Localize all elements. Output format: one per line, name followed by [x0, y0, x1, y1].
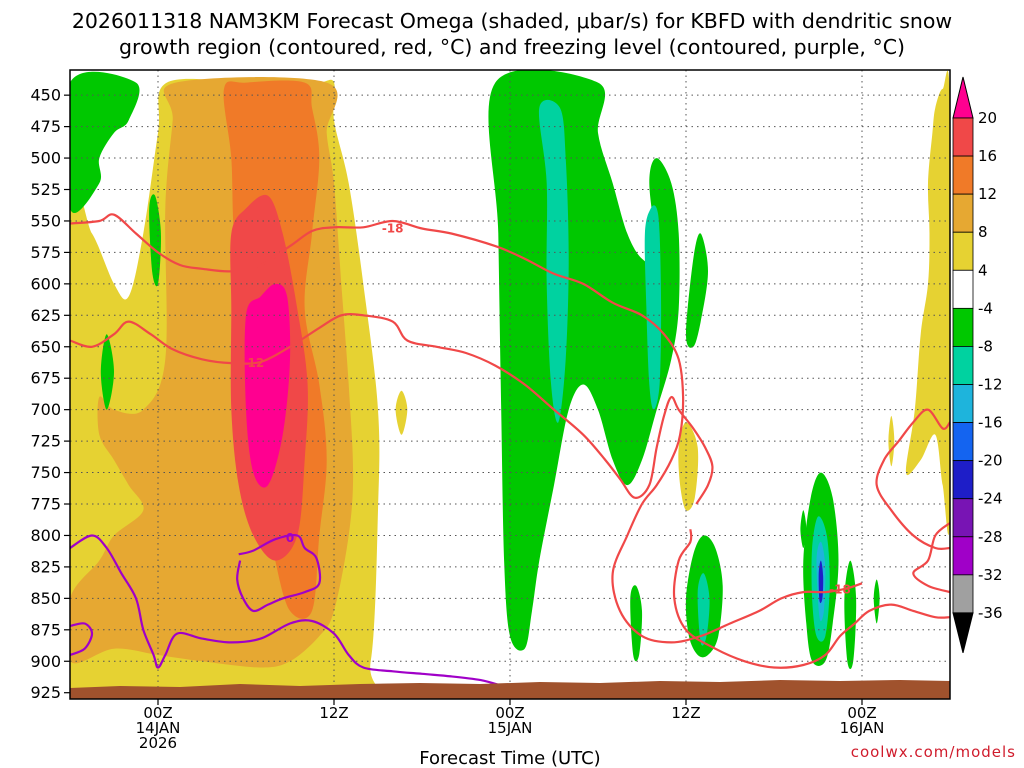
y-tick-label-825: 825 — [30, 557, 61, 576]
colorbar-label-9: -20 — [978, 452, 1003, 470]
colorbar: 20 16 12 8 4 -4 -8 -12 -16 -20 -24 -28 -32 -36 — [952, 76, 1003, 654]
x-tick-label-48-0: 00Z — [847, 704, 876, 722]
omega-region-minus4-27 — [800, 510, 807, 548]
y-tick-label-625: 625 — [30, 306, 61, 325]
omega-region-minus4-18 — [630, 585, 643, 662]
credit-text: coolwx.com/models — [851, 743, 1016, 761]
y-tick-label-850: 850 — [30, 589, 61, 608]
omega-region-minus8-15 — [538, 99, 569, 423]
plot-area: -18 -12 -18 0 — [69, 69, 951, 700]
y-tick-label-600: 600 — [30, 274, 61, 293]
colorbar-label-2: 12 — [978, 185, 997, 203]
contour-line-7 — [236, 533, 322, 613]
colorbar-label-5: -4 — [978, 299, 993, 317]
omega-region-plus4-4 — [678, 422, 699, 511]
colorbar-band-6 — [952, 346, 974, 385]
y-tick-label-500: 500 — [30, 149, 61, 168]
colorbar-band-4 — [952, 269, 974, 309]
y-tick-label-700: 700 — [30, 400, 61, 419]
colorbar-label-4: 4 — [978, 261, 988, 279]
contour-label-0: -18 — [382, 222, 404, 236]
y-tick-label-800: 800 — [30, 526, 61, 545]
colorbar-band-10 — [952, 498, 974, 538]
y-tick-label-725: 725 — [30, 432, 61, 451]
x-tick-label-24-0: 00Z — [495, 704, 524, 722]
contour-line-2 — [672, 529, 950, 669]
omega-region-minus8-20 — [697, 573, 710, 646]
omega-region-plus4-5 — [888, 415, 895, 467]
contour-line-4 — [912, 522, 950, 594]
contour-line-3 — [875, 408, 950, 551]
omega-region-minus4-19 — [686, 233, 708, 348]
x-tick-label-36-0: 12Z — [671, 704, 700, 722]
contour-line-6 — [70, 534, 505, 688]
colorbar-label-1: 16 — [978, 147, 997, 165]
y-tick-label-550: 550 — [30, 211, 61, 230]
x-tick-label-0-1: 14JAN — [136, 719, 181, 737]
contour-line-0 — [70, 213, 863, 644]
colorbar-label-0: 20 — [978, 109, 997, 127]
x-tick-label-48-1: 16JAN — [840, 719, 885, 737]
x-axis-title: Forecast Time (UTC) — [419, 748, 600, 768]
y-tick-label-675: 675 — [30, 369, 61, 388]
y-axis: 450 475 500 525 550 575 600 625 650 675 700 725 750 7… — [30, 86, 70, 702]
omega-region-minus4-26 — [873, 579, 880, 624]
colorbar-band-1 — [952, 155, 974, 195]
x-tick-label-12-0: 12Z — [319, 704, 348, 722]
omega-region-plus4-3 — [395, 390, 408, 435]
y-tick-label-525: 525 — [30, 180, 61, 199]
colorbar-top-triangle — [952, 76, 974, 119]
colorbar-label-7: -12 — [978, 376, 1003, 394]
colorbar-band-11 — [952, 536, 974, 576]
colorbar-band-8 — [952, 422, 974, 462]
x-tick-label-0-0: 00Z — [143, 704, 172, 722]
x-tick-label-24-1: 15JAN — [488, 719, 533, 737]
colorbar-label-11: -28 — [978, 528, 1003, 546]
colorbar-band-2 — [952, 193, 974, 233]
chart-title-line-2: growth region (contoured, red, °C) and f… — [119, 35, 905, 59]
colorbar-band-3 — [952, 231, 974, 271]
colorbar-bottom-triangle — [952, 612, 974, 654]
contour-label-2: -18 — [829, 583, 851, 597]
colorbar-band-9 — [952, 460, 974, 500]
omega-region-minus4-12 — [100, 334, 114, 410]
omega-region-minus4-11 — [70, 71, 140, 213]
colorbar-band-7 — [952, 384, 974, 423]
colorbar-band-5 — [952, 307, 974, 347]
contour-line-1 — [70, 313, 714, 505]
colorbar-band-12 — [952, 574, 974, 614]
colorbar-label-8: -16 — [978, 414, 1003, 432]
omega-region-minus4-14 — [488, 70, 680, 651]
y-tick-label-875: 875 — [30, 620, 61, 639]
colorbar-label-3: 8 — [978, 223, 988, 241]
omega-region-plus20-10 — [244, 283, 291, 488]
y-tick-label-750: 750 — [30, 463, 61, 482]
y-tick-label-450: 450 — [30, 86, 61, 105]
colorbar-label-12: -32 — [978, 566, 1003, 584]
chart-title-line-1: 2026011318 NAM3KM Forecast Omega (shaded… — [72, 9, 952, 33]
contour-label-5: 0 — [286, 531, 294, 545]
y-tick-label-900: 900 — [30, 652, 61, 671]
contour-label-1: -12 — [242, 356, 264, 370]
colorbar-band-0 — [952, 117, 974, 157]
y-tick-label-575: 575 — [30, 243, 61, 262]
y-tick-label-475: 475 — [30, 117, 61, 136]
y-tick-label-925: 925 — [30, 683, 61, 702]
contours: -18 -12 -18 0 — [70, 213, 950, 688]
colorbar-label-6: -8 — [978, 337, 993, 355]
x-tick-label-0-2: 2026 — [139, 734, 177, 752]
y-tick-label-775: 775 — [30, 495, 61, 514]
colorbar-label-13: -36 — [978, 604, 1003, 622]
omega-region-minus8-16 — [644, 205, 662, 410]
colorbar-label-10: -24 — [978, 490, 1003, 508]
terrain-ground — [70, 680, 950, 699]
y-tick-label-650: 650 — [30, 337, 61, 356]
contour-line-5 — [70, 622, 94, 657]
